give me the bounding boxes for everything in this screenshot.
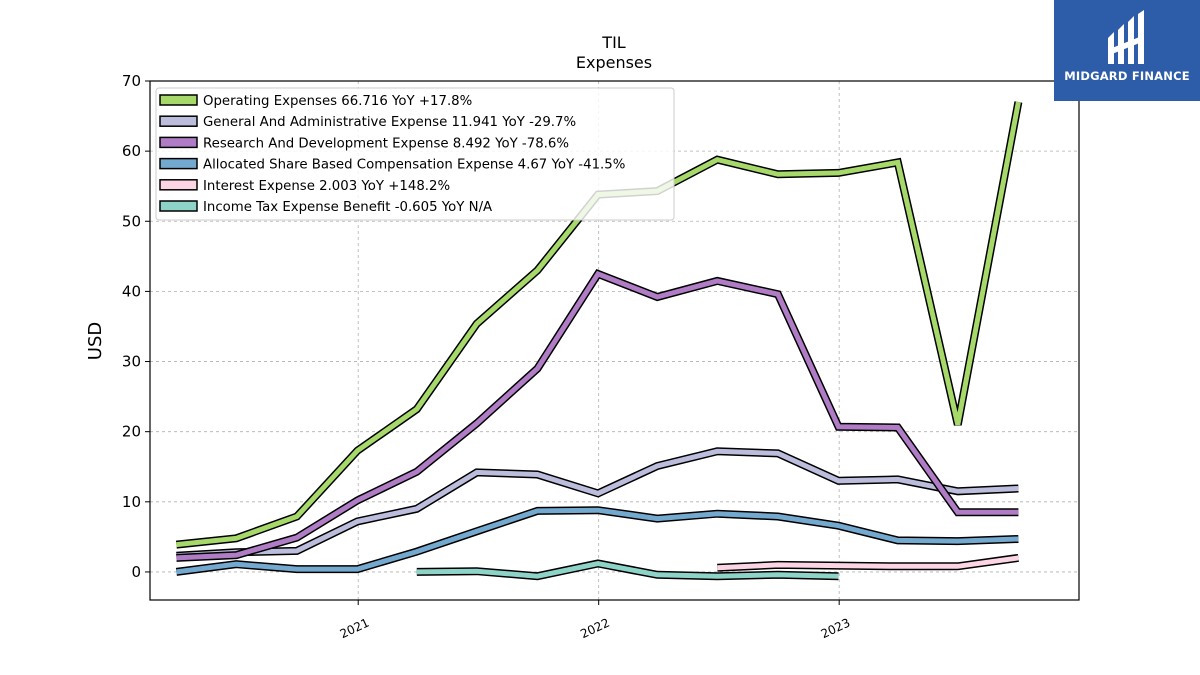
- y-tick-label: 60: [122, 142, 141, 160]
- x-tick-label: 2022: [578, 616, 612, 642]
- y-tick-label: 50: [122, 212, 141, 230]
- x-tick-label: 2021: [338, 616, 372, 642]
- chart-title: TIL: [601, 33, 625, 52]
- legend-label: Research And Development Expense 8.492 Y…: [203, 136, 569, 151]
- legend-swatch: [159, 179, 198, 191]
- legend-label: Allocated Share Based Compensation Expen…: [203, 158, 625, 173]
- series-lines: [175, 101, 1023, 581]
- series-line: [416, 560, 839, 579]
- brand-name: MIDGARD FINANCE: [1064, 69, 1190, 83]
- x-tick-label: 2023: [819, 616, 853, 642]
- legend-swatch: [159, 157, 198, 170]
- legend-label: General And Administrative Expense 11.94…: [203, 115, 576, 130]
- y-tick-label: 20: [122, 423, 141, 441]
- midgard-logo-icon: [1108, 10, 1144, 64]
- series-line: [176, 270, 1019, 561]
- y-tick-label: 0: [131, 563, 141, 581]
- series-line: [717, 555, 1019, 571]
- legend-swatch: [159, 94, 198, 106]
- y-tick-label: 70: [122, 72, 141, 90]
- series-allocated-share-based-compensation-expense: [175, 506, 1019, 576]
- legend-swatch: [159, 200, 198, 212]
- series-line: [176, 507, 1019, 575]
- legend-label: Income Tax Expense Benefit -0.605 YoY N/…: [203, 200, 492, 215]
- legend-swatch: [159, 136, 198, 149]
- series-line: [176, 448, 1019, 559]
- y-tick-label: 10: [122, 493, 141, 511]
- y-axis-label: USD: [85, 322, 106, 360]
- legend-swatch: [159, 115, 198, 127]
- series-general-and-administrative-expense: [176, 447, 1019, 560]
- legend-box: [155, 87, 675, 221]
- series-income-tax-expense-benefit: [416, 559, 839, 581]
- legend-label: Interest Expense 2.003 YoY +148.2%: [203, 179, 450, 194]
- y-tick-label: 40: [122, 282, 141, 300]
- chart-subtitle: Expenses: [576, 53, 652, 72]
- legend: Operating Expenses 66.716 YoY +17.8% Gene…: [155, 87, 675, 221]
- series-interest-expense: [717, 553, 1019, 572]
- legend-label: Operating Expenses 66.716 YoY +17.8%: [203, 94, 472, 109]
- y-tick-label: 30: [122, 353, 141, 371]
- series-research-and-development-expense: [176, 268, 1019, 562]
- plot-frame: [149, 80, 1080, 601]
- brand-logo: MIDGARD FINANCE: [1054, 0, 1200, 101]
